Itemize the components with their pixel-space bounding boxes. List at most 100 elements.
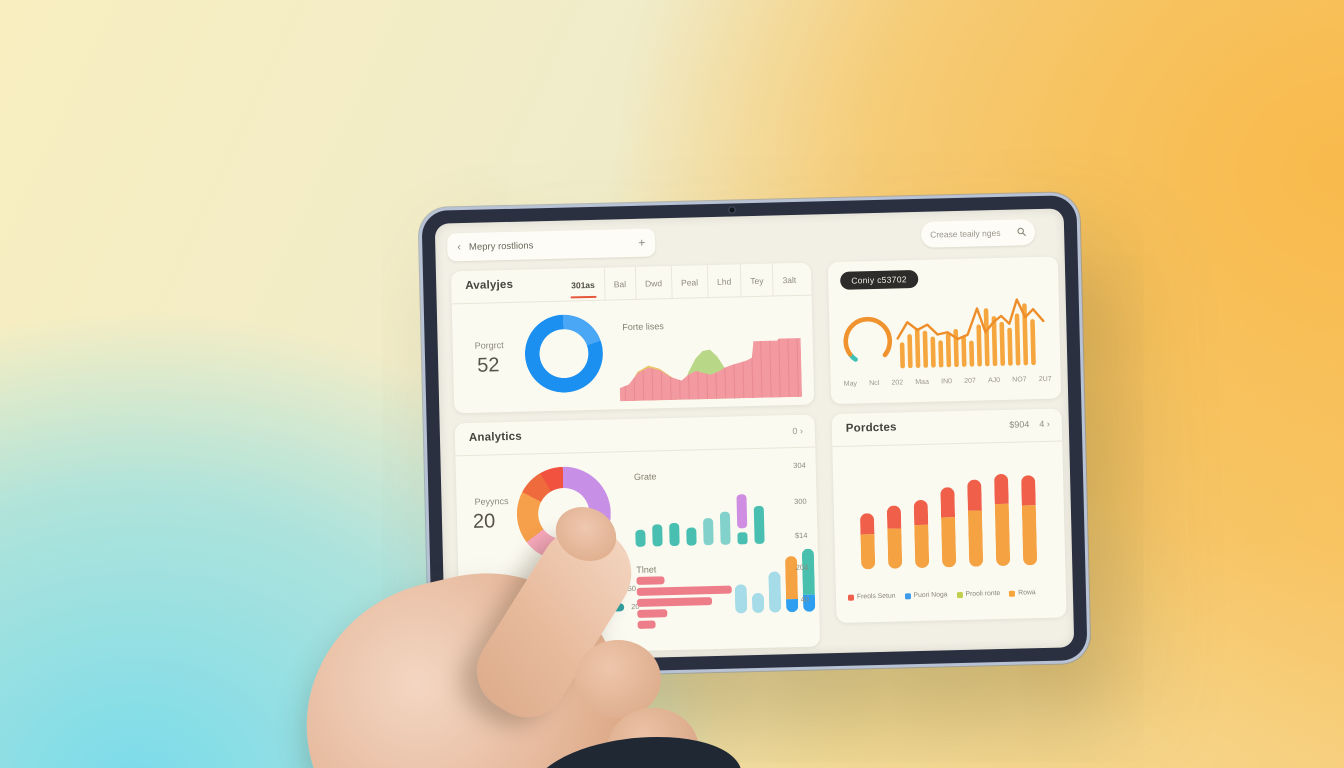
country-bar: [945, 333, 952, 368]
grate-bar: [669, 522, 680, 547]
grate-bar: [736, 494, 748, 529]
front-camera-dot: [729, 207, 735, 213]
tablet-screen: ‹ Mepry rostlions + Crease teaily nges A…: [434, 208, 1075, 663]
pordctes-bar-top: [859, 513, 875, 535]
progress-bar-fill: [515, 584, 621, 596]
progress-row: 20: [516, 602, 640, 614]
country-bar: [991, 316, 998, 367]
search-left-text: Mepry rostlions: [468, 239, 534, 253]
search-bar-right[interactable]: Crease teaily nges: [920, 219, 1036, 248]
pordctes-bar-base: [887, 528, 903, 569]
country-chart: [843, 298, 1045, 369]
axis-label: 304: [793, 460, 806, 471]
overview-donut-value: 52: [476, 354, 500, 377]
country-bar: [999, 321, 1006, 366]
progress-bars: 50 20: [515, 584, 640, 623]
grate-bar-base: [737, 532, 748, 545]
tab-3alt[interactable]: 3alt: [772, 262, 806, 297]
analytics-donut-chart: [515, 465, 612, 562]
axis-label: 300: [794, 496, 807, 507]
search-right-text: Crease teaily nges: [930, 227, 1001, 240]
search-bar-left[interactable]: ‹ Mepry rostlions +: [446, 228, 656, 262]
tab-Peal[interactable]: Peal: [670, 265, 708, 299]
pordctes-title: Pordctes: [845, 421, 897, 435]
legend-label: Freols Setun: [856, 592, 896, 601]
axis-label: $14: [794, 530, 808, 541]
country-bar: [953, 329, 959, 368]
pordctes-bar-top: [913, 499, 929, 526]
overview-donut-label: Porgrct: [474, 340, 504, 351]
search-icon[interactable]: [1017, 227, 1026, 238]
country-x-label: NO7: [1012, 376, 1027, 384]
progress-bar-fill: [516, 602, 625, 614]
country-x-label: 207: [964, 377, 976, 385]
axis-label: 204: [795, 562, 809, 573]
tlnet-bar: [636, 597, 713, 607]
analytics-axis-labels: 304 300 $14 204 40: [455, 415, 815, 604]
country-bar: [907, 334, 913, 369]
country-x-label: May: [843, 380, 858, 388]
pordctes-action[interactable]: 4 ›: [1039, 418, 1050, 430]
tablet-device: ‹ Mepry rostlions + Crease teaily nges A…: [421, 195, 1088, 676]
tlnet-bar: [637, 609, 668, 618]
card-country: Coniy c53702 May Ncl 202 Maa IN0 207 AJ0 NO7 2U7: [827, 256, 1062, 405]
tab-Tey[interactable]: Tey: [739, 263, 773, 298]
pordctes-bar-top: [967, 479, 982, 511]
gauge-arc: [843, 316, 893, 358]
pordctes-bar: [940, 487, 957, 568]
country-bar: [938, 340, 944, 368]
tab-Lhd[interactable]: Lhd: [706, 264, 741, 299]
hand-knuckle: [607, 708, 699, 768]
pordctes-bar-top: [1021, 475, 1036, 506]
legend-swatch: [956, 591, 963, 598]
grate-bar: [686, 527, 697, 546]
pordctes-bar: [994, 473, 1011, 567]
pordctes-legend: Freols Setun Puori Noga Prooli ronte Rowa: [847, 589, 1036, 601]
country-badge[interactable]: Coniy c53702: [840, 269, 919, 290]
pordctes-bar-base: [994, 503, 1011, 567]
grate-bar-chart: [634, 489, 785, 547]
area-series-main: [619, 338, 803, 402]
country-x-label: IN0: [941, 378, 953, 386]
progress-row: 50: [515, 584, 640, 596]
area-chart-title: Forte lises: [622, 321, 664, 333]
grate-bar: [753, 505, 765, 545]
back-chevron-icon[interactable]: ‹: [457, 241, 462, 254]
analytics-action[interactable]: 0 ›: [792, 425, 804, 437]
pordctes-amount: $904: [1009, 419, 1030, 430]
tab-301as[interactable]: 301as: [562, 268, 604, 302]
tlnet-title: Tlnet: [636, 564, 657, 575]
legend-item: Prooli ronte: [956, 590, 1000, 598]
pordctes-bar: [859, 513, 876, 570]
country-bar: [983, 308, 990, 367]
country-x-label: 202: [891, 379, 904, 387]
country-x-label: Ncl: [869, 379, 880, 388]
country-bar: [961, 335, 967, 367]
add-icon[interactable]: +: [638, 235, 646, 250]
mini-bar-segment: [768, 571, 782, 613]
country-bar: [1030, 319, 1036, 366]
country-bar: [976, 324, 982, 367]
area-chart: [619, 338, 803, 402]
grate-bar: [719, 511, 731, 545]
legend-label: Rowa: [1018, 589, 1036, 597]
card-pordctes: Pordctes $904 4 › Freols Setun Puori Noga…: [831, 408, 1067, 624]
overview-title: Avalyjes: [465, 278, 514, 293]
analytics-donut-value: 20: [472, 510, 496, 533]
legend-label: Prooli ronte: [965, 590, 1001, 598]
tlnet-hbar-chart: [636, 575, 732, 632]
grate-bar: [703, 518, 714, 546]
divider: [832, 440, 1063, 448]
pordctes-bar-base: [1021, 505, 1038, 566]
card-overview: Avalyjes 301as Bal Dwd Peal Lhd Tey 3alt Porgr…: [450, 262, 815, 414]
pordctes-bar-top: [994, 473, 1009, 505]
legend-item: Rowa: [1009, 589, 1036, 597]
analytics-title: Analytics: [468, 430, 523, 444]
country-bar: [914, 327, 921, 368]
overview-donut-chart: [524, 313, 604, 394]
legend-swatch: [847, 594, 855, 601]
mini-bar: [768, 571, 782, 613]
tab-Dwd[interactable]: Dwd: [634, 265, 672, 300]
tab-Bal[interactable]: Bal: [603, 266, 636, 301]
pordctes-bar-base: [967, 510, 984, 567]
